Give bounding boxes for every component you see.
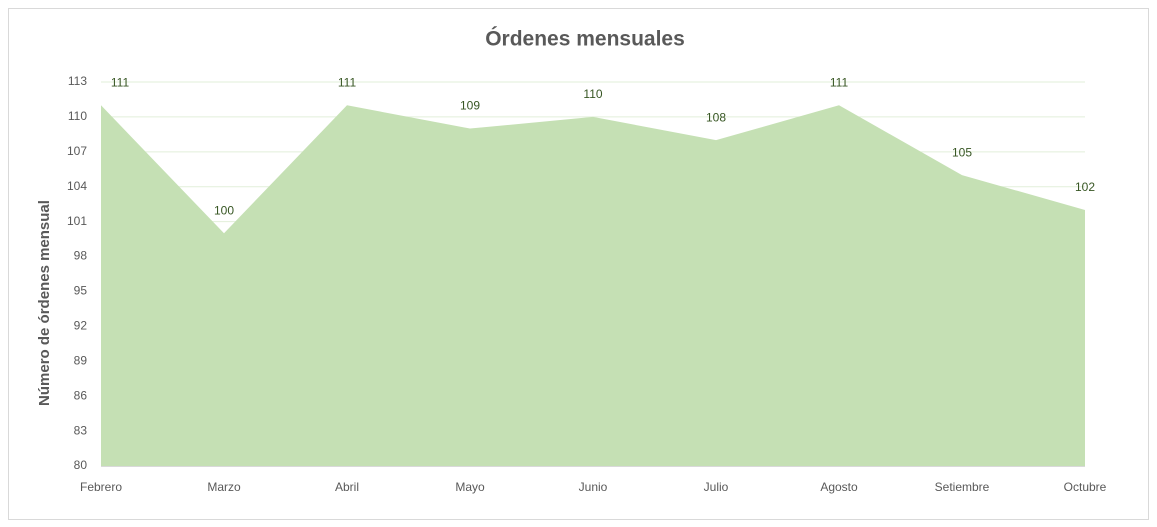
y-tick-label: 83 — [74, 423, 88, 437]
y-tick-label: 113 — [68, 74, 87, 88]
y-tick-label: 110 — [68, 109, 87, 123]
data-label: 111 — [338, 75, 357, 89]
x-tick-label: Agosto — [820, 480, 858, 494]
y-tick-label: 104 — [67, 179, 87, 193]
x-tick-label: Febrero — [80, 480, 122, 494]
y-tick-label: 92 — [74, 319, 88, 333]
data-label: 110 — [583, 87, 602, 101]
x-tick-label: Marzo — [207, 480, 241, 494]
y-tick-label: 101 — [67, 214, 87, 228]
y-axis-label: Número de órdenes mensual — [36, 200, 53, 406]
x-tick-label: Octubre — [1064, 480, 1107, 494]
y-tick-label: 107 — [67, 144, 87, 158]
y-tick-label: 86 — [74, 388, 88, 402]
data-label: 102 — [1075, 180, 1095, 194]
data-label: 105 — [952, 145, 972, 159]
data-label: 109 — [460, 99, 480, 113]
x-tick-label: Mayo — [455, 480, 485, 494]
y-tick-label: 98 — [74, 249, 88, 263]
x-tick-label: Abril — [335, 480, 359, 494]
area — [101, 105, 1085, 466]
data-label: 111 — [111, 75, 130, 89]
y-tick-label: 95 — [74, 284, 88, 298]
x-tick-label: Julio — [704, 480, 729, 494]
data-label: 111 — [830, 75, 849, 89]
y-tick-label: 89 — [74, 353, 88, 367]
chart-title: Órdenes mensuales — [485, 27, 685, 51]
y-tick-label: 80 — [74, 458, 88, 472]
x-tick-label: Setiembre — [935, 480, 990, 494]
x-tick-label: Junio — [579, 480, 608, 494]
data-label: 100 — [214, 203, 234, 217]
data-label: 108 — [706, 110, 726, 124]
